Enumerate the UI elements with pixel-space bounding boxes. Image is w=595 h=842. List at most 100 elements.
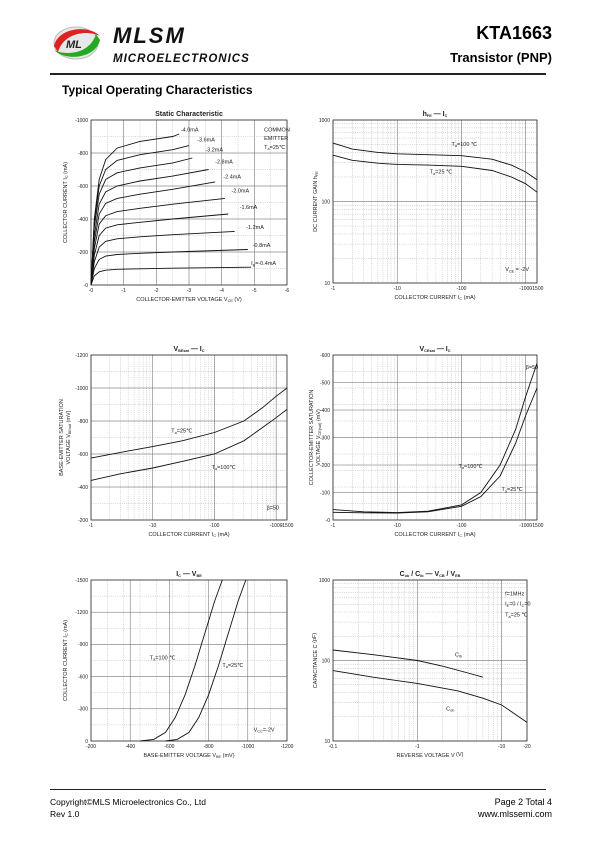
brand-subtitle: MICROELECTRONICS <box>113 53 250 65</box>
vbesat-y-tick-label: -1000 <box>75 386 88 392</box>
vbesat-annotation: Ta=100℃ <box>212 465 237 471</box>
static-x-tick-label: -6 <box>285 288 290 294</box>
cap-x-tick-label: -10 <box>498 744 505 750</box>
footer-divider <box>50 789 546 790</box>
static-series-line <box>90 197 225 286</box>
svg-text:ML: ML <box>66 39 82 51</box>
cap-annotation: f=1MHz <box>505 592 524 598</box>
static-title: Static Characteristic <box>155 111 223 118</box>
hfe-annotation: VCE = -2V <box>505 267 529 273</box>
hfe-annotation: Ta=100 ℃ <box>452 142 478 148</box>
static-series-line <box>90 249 248 286</box>
cap-x-tick-label: -0.1 <box>329 744 338 750</box>
icvbe-x-axis-label: BASE-EMITTER VOLTAGE VBE (mV) <box>143 753 234 759</box>
static-series-label: -2.8mA <box>215 160 233 166</box>
cap-y-tick-label: 1000 <box>319 578 330 584</box>
vbesat-y-tick-label: -400 <box>78 485 88 491</box>
cap-annotation: Ta=25 ℃ <box>505 613 528 619</box>
static-series-line <box>90 266 252 286</box>
brand-name: MLSM <box>113 23 186 48</box>
static-annotation: EMITTER <box>264 136 288 142</box>
hfe-y-axis-label: DC CURRENT GAIN hFE <box>313 171 319 232</box>
icvbe-x-tick-label: -200 <box>86 744 96 750</box>
static-series-line <box>90 213 229 286</box>
static-y-tick-label: -0 <box>84 283 89 289</box>
vcesat-y-tick-label: -500 <box>320 380 330 386</box>
vcesat-annotation: β=50 <box>526 365 539 371</box>
icvbe-title: IC — VBE <box>176 571 202 578</box>
vcesat-plot-frame <box>332 354 538 521</box>
vbesat-x-tick-label: -1500 <box>281 523 294 529</box>
vcesat-annotation: Ta=25℃ <box>501 487 523 493</box>
footer-page-number: Page 2 Total 4 <box>494 797 552 807</box>
cap-x-tick-label: -1 <box>415 744 420 750</box>
chart-vcesat-vs-ic: -1 -10 -100 -1000-1500 -0 -100 -200 -300 -400 -50… <box>309 346 544 538</box>
static-y-axis-label: COLLECTOR CURRENT IC (mA) <box>63 162 69 243</box>
icvbe-annotation: Ta=100 ℃ <box>150 655 176 661</box>
hfe-y-tick-label: 1000 <box>319 118 330 124</box>
vbesat-x-axis-label: COLLECTOR CURRENT IC (mA) <box>148 532 229 538</box>
static-series-label: -2.0mA <box>231 189 249 195</box>
icvbe-y-axis-label: COLLECTOR CURRENT IC (mA) <box>63 620 69 701</box>
static-series-line <box>90 157 193 286</box>
cap-x-axis-label: REVERSE VOLTAGE V (V) <box>396 752 463 759</box>
cap-y-tick-label: 10 <box>324 739 330 745</box>
section-title: Typical Operating Characteristics <box>62 83 253 97</box>
vcesat-x-axis-label: COLLECTOR CURRENT IC (mA) <box>394 532 475 538</box>
footer-revision: Rev 1.0 <box>50 809 80 819</box>
footer-website: www.mlssemi.com <box>477 809 552 819</box>
chart-ic-vs-vbe: -200 -400 -600 -800 -1000 -1200 0 -300 -600 -900 -… <box>63 571 294 759</box>
icvbe-y-tick-label: -300 <box>78 707 88 713</box>
cap-title: Cob / Cib — VCB / VEB <box>400 571 461 578</box>
cap-plot-frame <box>332 579 528 742</box>
vcesat-grid <box>332 354 538 521</box>
vbesat-y-axis-label-2: VOLTAGE VBEsat (mV) <box>66 410 72 464</box>
static-series-line <box>90 169 209 286</box>
icvbe-y-tick-label: -1200 <box>75 610 88 616</box>
icvbe-y-tick-label: -600 <box>78 674 88 680</box>
vcesat-x-tick-label: -1 <box>331 523 336 529</box>
vbesat-grid <box>90 354 288 521</box>
icvbe-x-tick-label: -1200 <box>281 744 294 750</box>
static-series-label: -0.8mA <box>253 243 271 249</box>
hfe-x-axis-label: COLLECTOR CURRENT IC (mA) <box>394 295 475 301</box>
vbesat-y-tick-label: -800 <box>78 419 88 425</box>
static-annotation: COMMON <box>264 128 290 134</box>
vbesat-series-line <box>90 387 288 459</box>
hfe-plot-frame <box>332 119 538 284</box>
icvbe-series-line <box>139 579 223 742</box>
cap-y-tick-label: 100 <box>322 658 331 664</box>
cap-grid <box>332 579 528 742</box>
chart-vbesat-vs-ic: -1 -10 -100 -1000-1500-200-400-600-800-1000… <box>59 346 294 538</box>
icvbe-series-line <box>165 579 247 742</box>
icvbe-x-tick-label: -800 <box>204 744 214 750</box>
vcesat-series-line <box>332 387 538 514</box>
static-x-tick-label: -4 <box>219 288 224 294</box>
vbesat-annotation: Ta=25℃ <box>171 429 193 435</box>
icvbe-grid <box>90 579 288 742</box>
vbesat-x-tick-label: -100 <box>209 523 219 529</box>
vcesat-y-tick-label: -100 <box>320 490 330 496</box>
static-series-label: IB=-0.4mA <box>251 261 276 267</box>
static-y-tick-label: -800 <box>78 151 88 157</box>
hfe-grid <box>332 119 538 284</box>
vbesat-y-tick-label: -1200 <box>75 353 88 359</box>
static-y-tick-label: -200 <box>78 250 88 256</box>
vbesat-series-line <box>90 409 288 481</box>
hfe-x-tick-label: -100 <box>456 286 466 292</box>
vbesat-y-tick-label: -600 <box>78 452 88 458</box>
vbesat-y-axis-label: BASE-EMITTER SATURATION <box>59 399 65 476</box>
hfe-annotation: Ta=25 ℃ <box>430 170 453 176</box>
static-series-label: -2.4mA <box>223 175 241 181</box>
cap-y-axis-label: CAPACITANCE C (pF) <box>312 633 319 689</box>
icvbe-y-tick-label: 0 <box>85 739 88 745</box>
vcesat-x-tick-label: -10 <box>394 523 401 529</box>
header-divider <box>50 73 546 75</box>
icvbe-annotation: Ta=25℃ <box>222 663 244 669</box>
static-annotation: Ta=25℃ <box>264 145 286 151</box>
cap-x-tick-label: -20 <box>523 744 530 750</box>
vcesat-y-tick-label: -600 <box>320 353 330 359</box>
hfe-series-line <box>332 154 538 193</box>
hfe-y-tick-label: 10 <box>324 281 330 287</box>
cap-series-line <box>332 670 528 723</box>
